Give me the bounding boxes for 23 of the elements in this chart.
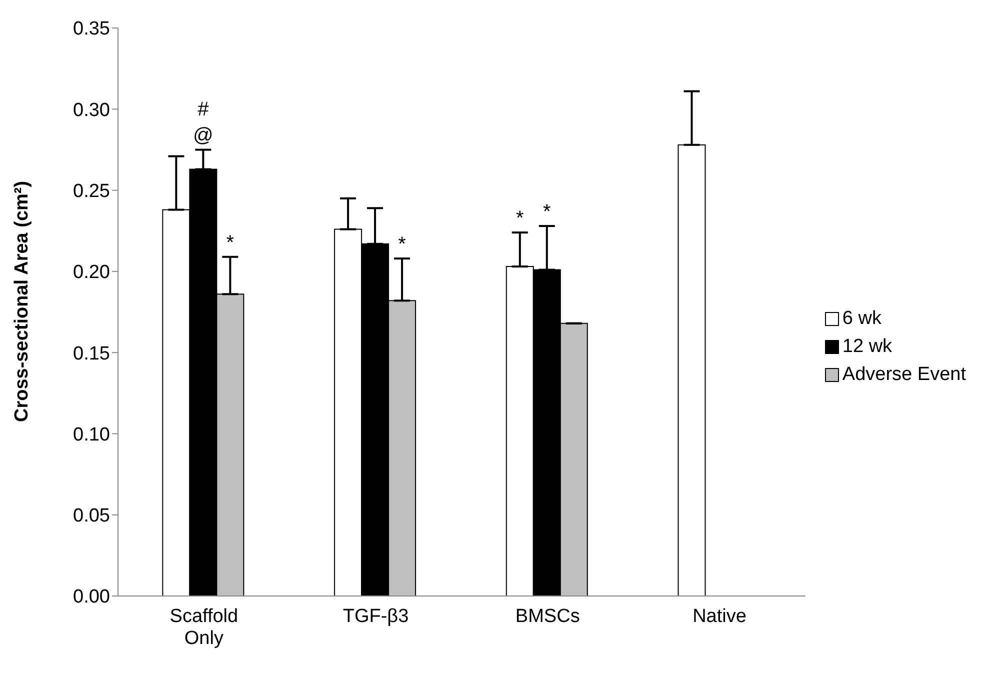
legend-label: 6 wk: [842, 308, 882, 330]
legend-label: 12 wk: [842, 336, 892, 358]
x-tick-label: Scaffold Only: [170, 606, 238, 649]
x-tick-label: Native: [692, 606, 746, 627]
x-tick-label: TGF-β3: [342, 606, 409, 627]
y-tick-label: 0.15: [73, 343, 110, 364]
y-tick-label: 0.00: [73, 586, 110, 608]
y-tick-label: 0.10: [73, 424, 110, 446]
data-label: @: [193, 124, 214, 147]
data-label: *: [516, 207, 524, 230]
y-tick-label: 0.30: [73, 100, 110, 121]
y-axis-title: Cross-sectional Area (cm²): [12, 180, 33, 422]
x-tick-label: BMSCs: [515, 606, 580, 627]
y-tick-label: 0.05: [73, 506, 110, 527]
data-label: *: [398, 233, 406, 256]
data-label: *: [226, 232, 234, 254]
data-label: *: [542, 200, 551, 223]
y-tick-label: 0.20: [73, 262, 110, 284]
legend-label: Adverse Event: [842, 364, 966, 386]
annotation: #: [198, 98, 210, 121]
y-tick-label: 0.25: [73, 181, 110, 202]
y-tick-label: 0.35: [73, 18, 110, 40]
bar: [678, 144, 706, 596]
